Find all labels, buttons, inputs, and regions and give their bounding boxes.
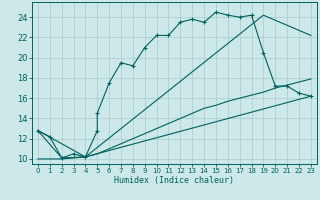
X-axis label: Humidex (Indice chaleur): Humidex (Indice chaleur) [115, 176, 234, 185]
